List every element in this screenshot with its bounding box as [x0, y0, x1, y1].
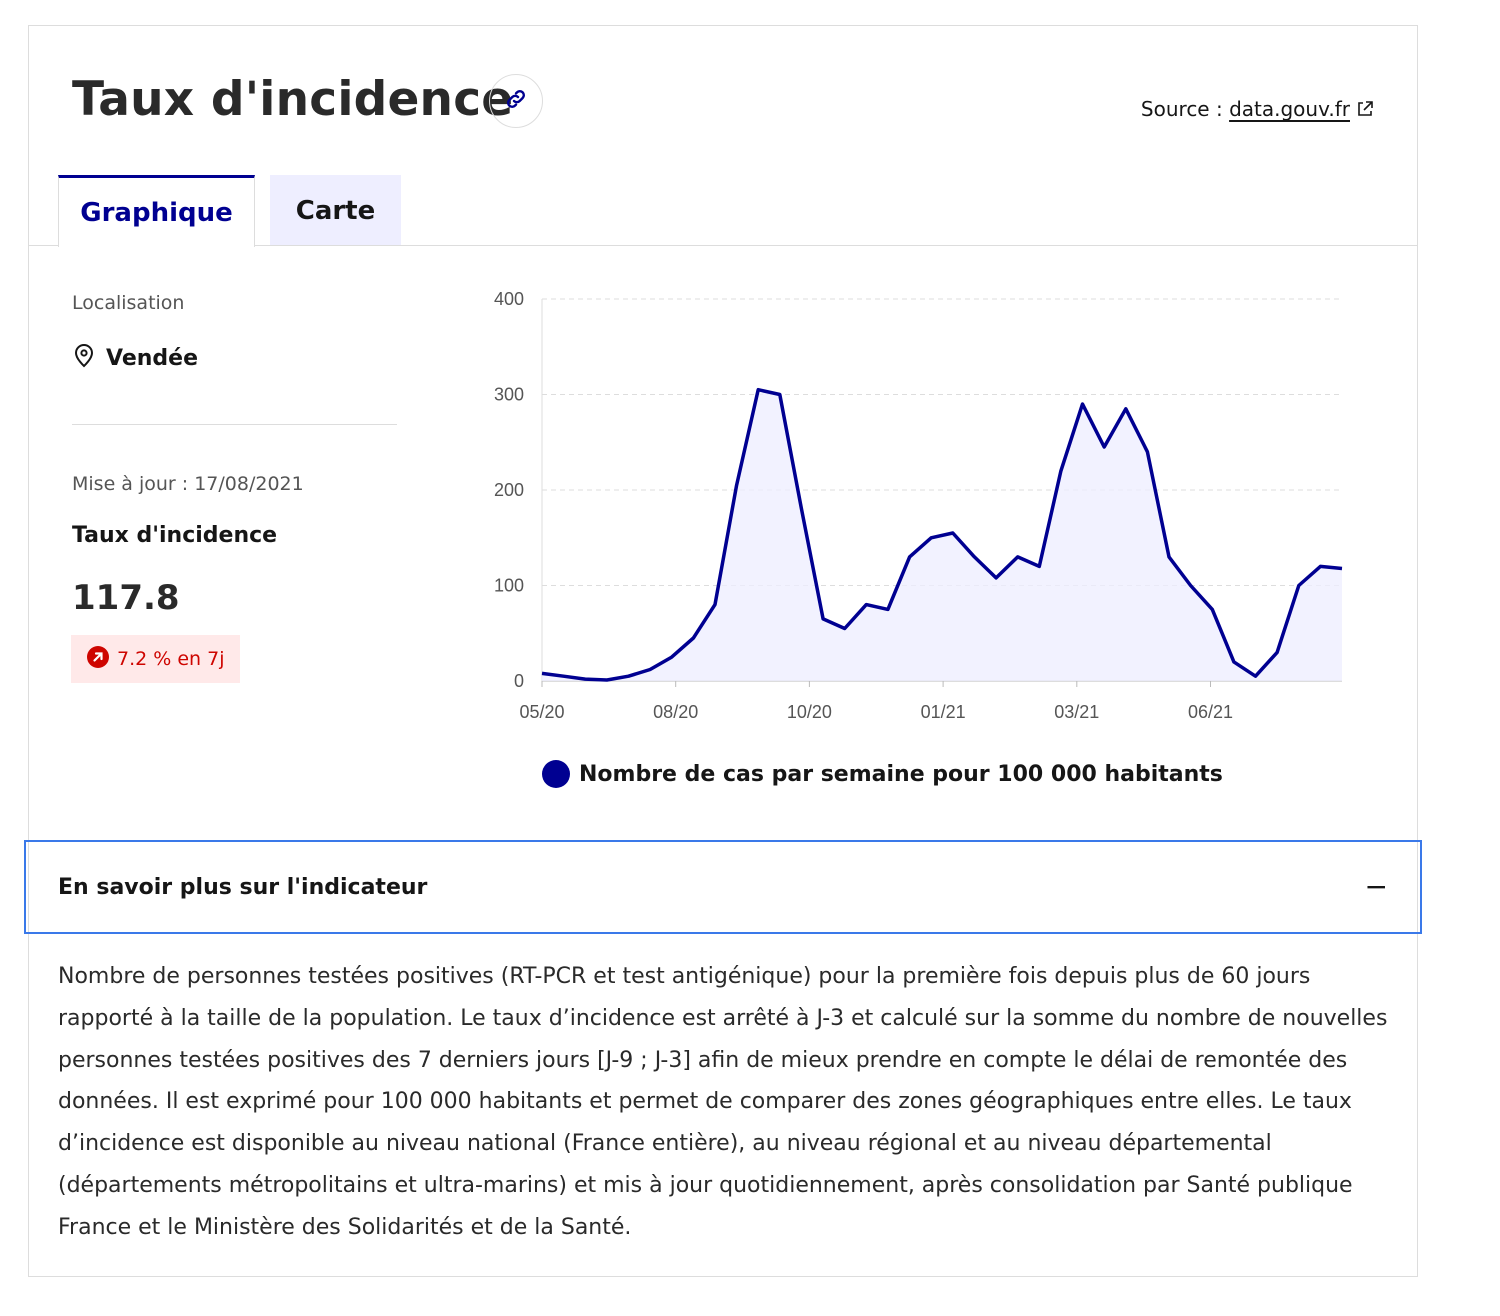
x-tick-label: 05/20: [519, 702, 564, 722]
x-tick-label: 01/21: [921, 702, 966, 722]
series-line: [541, 387, 1343, 682]
location-value: Vendée: [72, 342, 198, 374]
tab-divider: [29, 245, 1417, 246]
arrow-up-right-icon: [87, 645, 117, 673]
incidence-chart: 0 100 200 300 400 05/20 08/20 10/20 01/21 03/21 06…: [494, 289, 1343, 722]
legend-label: Nombre de cas par semaine pour 100 000 h…: [579, 761, 1223, 787]
y-tick-label: 200: [494, 480, 524, 500]
copy-link-button[interactable]: [489, 74, 543, 128]
source-label: Source :: [1140, 97, 1230, 121]
change-badge: 7.2 % en 7j: [71, 635, 240, 683]
legend-swatch: [542, 760, 570, 788]
tab-graphique[interactable]: Graphique: [58, 175, 255, 247]
indicator-description: Nombre de personnes testées positives (R…: [58, 964, 1388, 1240]
rate-label: Taux d'incidence: [72, 523, 278, 548]
accordion-title: En savoir plus sur l'indicateur: [58, 874, 428, 900]
y-tick-label: 300: [494, 385, 524, 405]
change-text: 7.2 % en 7j: [117, 648, 225, 670]
source: Source : data.gouv.fr: [1141, 97, 1374, 123]
y-tick-label: 0: [514, 671, 524, 691]
link-icon: [504, 87, 528, 115]
location-label: Localisation: [72, 292, 185, 314]
x-tick-label: 10/20: [787, 702, 832, 722]
source-link[interactable]: data.gouv.fr: [1229, 97, 1350, 121]
x-tick-label: 03/21: [1054, 702, 1099, 722]
chart-legend: Nombre de cas par semaine pour 100 000 h…: [542, 760, 1223, 788]
page-title: Taux d'incidence: [72, 72, 514, 127]
x-tick-label: 06/21: [1188, 702, 1233, 722]
indicator-card: [28, 25, 1418, 1277]
rate-value: 117.8: [72, 578, 180, 618]
y-tick-label: 100: [494, 576, 524, 596]
update-date: Mise à jour : 17/08/2021: [72, 473, 304, 495]
external-link-icon: [1356, 99, 1374, 123]
x-tick-label: 08/20: [653, 702, 698, 722]
location-name: Vendée: [106, 345, 198, 371]
accordion-header[interactable]: En savoir plus sur l'indicateur −: [24, 840, 1422, 934]
sidebar-divider: [72, 424, 397, 425]
tab-carte[interactable]: Carte: [270, 175, 401, 246]
map-pin-icon: [72, 342, 106, 374]
y-tick-label: 400: [494, 289, 524, 309]
collapse-icon: −: [1364, 870, 1388, 903]
